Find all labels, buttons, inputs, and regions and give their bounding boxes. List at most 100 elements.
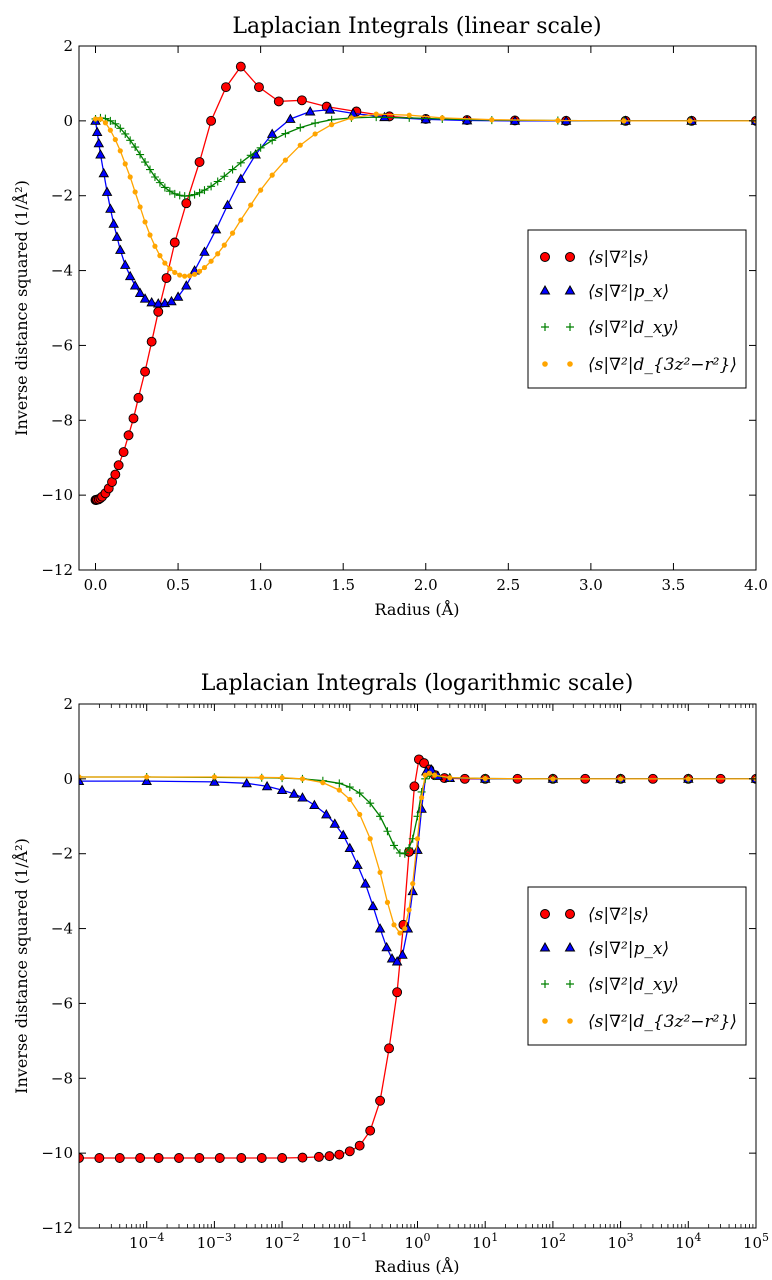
data-point-dxy (395, 848, 404, 857)
series-px (90, 104, 756, 308)
data-point-d3z2 (132, 189, 138, 195)
data-point-s (174, 1153, 184, 1163)
legend-entry-dxy: ⟨s|∇²|d_xy⟩ (541, 318, 679, 338)
x-axis-label: Radius (Å) (375, 599, 460, 619)
data-point-d3z2 (191, 271, 198, 277)
legend-marker-s (540, 252, 550, 262)
data-point-s (206, 115, 217, 126)
data-point-dxy (376, 812, 385, 821)
data-point-d3z2 (167, 266, 173, 272)
data-point-s (256, 1153, 267, 1163)
series-line-dxy (95, 116, 756, 197)
x-tick-label: 10−4 (129, 1231, 164, 1252)
data-point-d3z2 (347, 796, 353, 803)
data-point-d3z2 (152, 243, 158, 249)
data-point-dxy (116, 124, 125, 133)
legend-marker-px (539, 284, 551, 295)
legend-marker-px-2 (564, 284, 576, 295)
data-point-px (337, 829, 349, 839)
data-point-d3z2 (211, 774, 217, 780)
legend-marker-px (539, 941, 551, 952)
data-point-d3z2 (482, 775, 488, 782)
data-point-dxy (220, 172, 229, 181)
data-point-d3z2 (329, 122, 335, 128)
data-point-s (181, 198, 192, 209)
data-point-dxy (126, 136, 135, 145)
data-point-d3z2 (687, 118, 693, 124)
legend-entry-dxy: ⟨s|∇²|d_xy⟩ (541, 975, 679, 995)
data-point-d3z2 (144, 774, 150, 780)
data-point-d3z2 (107, 127, 113, 133)
data-point-d3z2 (432, 772, 438, 778)
data-point-dxy (165, 187, 174, 196)
data-point-px (101, 186, 113, 196)
data-point-s (128, 413, 139, 424)
data-point-px (386, 953, 398, 963)
legend-label-dxy: ⟨s|∇²|d_xy⟩ (588, 975, 679, 995)
x-tick-label: 10−1 (332, 1231, 367, 1252)
data-point-s (79, 1153, 84, 1163)
chart-title: Laplacian Integrals (linear scale) (232, 14, 601, 39)
legend-entry-px: ⟨s|∇²|p_x⟩ (539, 282, 669, 302)
y-tick-label: −8 (51, 1069, 73, 1087)
data-point-d3z2 (122, 161, 128, 167)
legend-label-px: ⟨s|∇²|p_x⟩ (588, 939, 669, 959)
data-point-px (367, 900, 379, 911)
data-point-s (375, 1095, 386, 1106)
data-point-dxy (155, 178, 164, 187)
data-point-px (288, 788, 300, 798)
x-tick-label: 0.0 (84, 576, 108, 594)
data-point-d3z2 (685, 776, 691, 782)
data-point-s (194, 157, 205, 167)
data-point-dxy (136, 150, 145, 159)
data-point-px (124, 270, 136, 281)
x-tick-label: 1.0 (249, 576, 273, 594)
data-point-d3z2 (410, 881, 416, 887)
data-point-s (273, 96, 284, 107)
data-point-dxy (345, 783, 354, 792)
data-point-s (235, 61, 246, 72)
legend-marker-d3z2-2 (567, 1018, 573, 1024)
data-point-px (134, 287, 146, 297)
data-point-dxy (213, 177, 222, 186)
data-point-d3z2 (142, 219, 148, 225)
data-point-dxy (390, 841, 399, 850)
data-point-s (392, 987, 403, 998)
logarithmic-scale-chart: Laplacian Integrals (logarithmic scale) … (11, 671, 769, 1276)
x-tick-label: 101 (472, 1231, 498, 1252)
data-point-d3z2 (426, 770, 433, 776)
data-point-dxy (170, 189, 179, 198)
y-tick-label: −6 (51, 994, 73, 1012)
data-point-px (297, 792, 308, 802)
data-point-dxy (185, 191, 194, 200)
data-point-dxy (150, 173, 159, 181)
data-point-px (172, 291, 184, 301)
data-point-d3z2 (238, 217, 244, 223)
data-point-dxy (106, 116, 115, 125)
data-point-d3z2 (555, 117, 561, 124)
data-point-px (199, 246, 210, 256)
data-point-d3z2 (97, 116, 104, 122)
data-point-d3z2 (406, 907, 412, 913)
data-point-d3z2 (182, 273, 188, 279)
data-point-d3z2 (92, 116, 99, 122)
x-tick-label: 0.5 (166, 576, 190, 594)
data-point-s (296, 95, 307, 106)
data-point-d3z2 (422, 772, 428, 778)
data-point-s (94, 1153, 105, 1163)
data-point-px (407, 885, 418, 896)
data-point-d3z2 (414, 836, 421, 842)
data-point-dxy (335, 779, 344, 788)
legend-label-s: ⟨s|∇²|s⟩ (588, 248, 649, 268)
data-point-px (241, 777, 252, 788)
data-point-s (344, 1146, 355, 1157)
y-tick-label: 0 (63, 112, 73, 130)
legend-marker-d3z2 (542, 361, 548, 367)
data-point-s (354, 1140, 365, 1151)
y-tick-label: −12 (41, 1219, 73, 1237)
data-point-d3z2 (258, 187, 264, 193)
data-point-px (93, 137, 105, 148)
data-point-px (98, 167, 110, 178)
data-point-dxy (146, 165, 155, 174)
data-point-px (210, 223, 222, 234)
